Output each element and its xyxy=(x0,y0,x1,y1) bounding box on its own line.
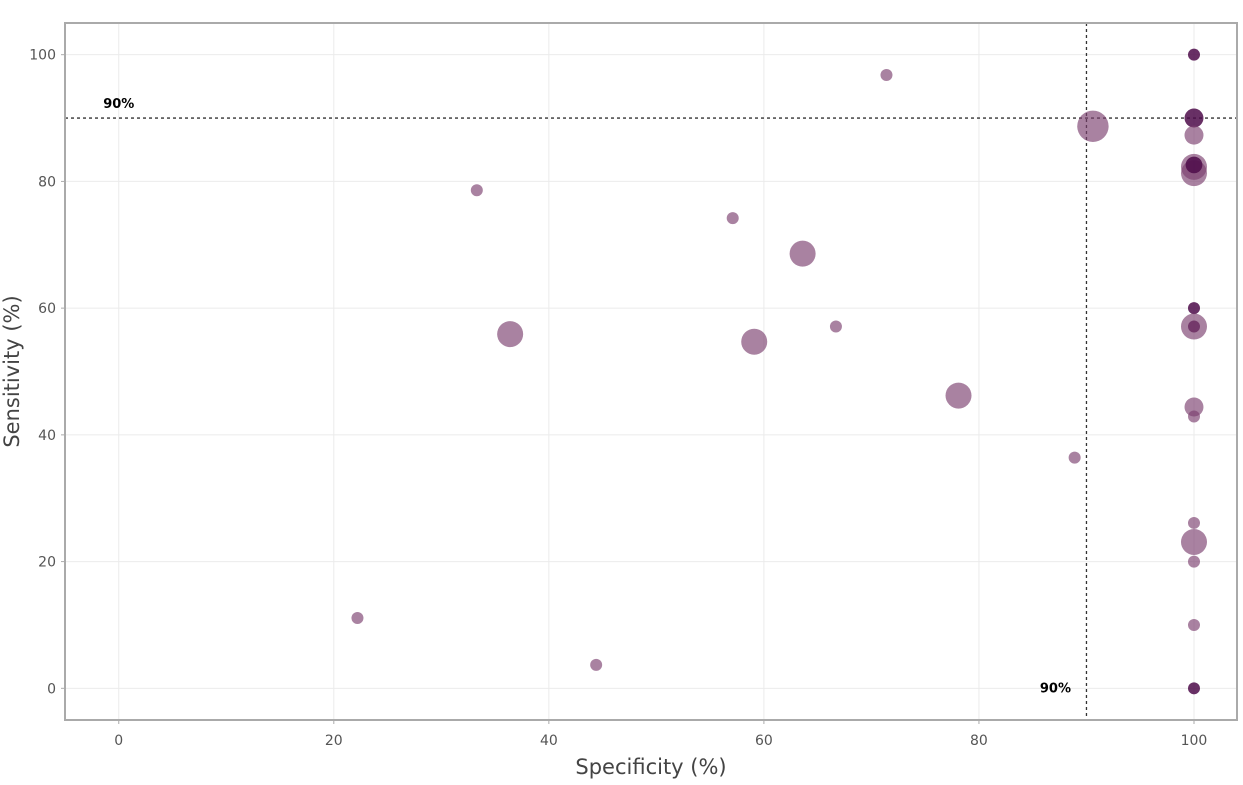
x-tick-label: 60 xyxy=(755,733,773,749)
y-tick-label: 60 xyxy=(38,301,56,317)
data-point xyxy=(497,321,524,348)
y-tick-label: 100 xyxy=(29,48,56,64)
data-point xyxy=(829,320,842,333)
data-point xyxy=(945,382,972,409)
x-tick-label: 40 xyxy=(540,733,558,749)
data-point xyxy=(1187,682,1200,695)
data-point xyxy=(1184,397,1204,417)
data-point xyxy=(1184,125,1204,145)
x-axis-title: Specificity (%) xyxy=(575,755,726,779)
x-tick-label: 100 xyxy=(1181,733,1208,749)
data-point xyxy=(590,658,603,671)
data-point xyxy=(1180,528,1207,555)
x-tick-label: 0 xyxy=(114,733,123,749)
data-point xyxy=(1187,410,1200,423)
data-point xyxy=(1077,110,1109,142)
x-tick-label: 80 xyxy=(970,733,988,749)
grid xyxy=(65,23,1237,720)
y-tick-label: 40 xyxy=(38,428,56,444)
data-point xyxy=(1187,302,1200,315)
data-point xyxy=(351,611,364,624)
data-point xyxy=(789,240,816,267)
data-point xyxy=(741,328,768,355)
data-points xyxy=(351,48,1207,695)
y-axis-title: Sensitivity (%) xyxy=(0,295,24,447)
y-tick-label: 80 xyxy=(38,174,56,190)
reference-lines: 90% 90% xyxy=(65,23,1237,720)
y-tick-label: 20 xyxy=(38,555,56,571)
plot-frame xyxy=(64,22,1238,721)
x-axis-ticks: 0 20 40 60 80 100 xyxy=(114,720,1207,749)
x-tick-label: 20 xyxy=(325,733,343,749)
data-point xyxy=(1184,108,1204,128)
y-axis-ticks: 0 20 40 60 80 100 xyxy=(29,48,65,697)
data-point xyxy=(1187,48,1200,61)
data-point xyxy=(470,184,483,197)
data-point xyxy=(1068,451,1081,464)
data-point xyxy=(1187,618,1200,631)
data-point xyxy=(1185,156,1203,174)
horizontal-reference-label: 90% xyxy=(103,97,134,112)
data-point xyxy=(726,212,739,225)
y-tick-label: 0 xyxy=(47,681,56,697)
data-point xyxy=(880,68,893,81)
data-point xyxy=(1187,555,1200,568)
vertical-reference-label: 90% xyxy=(1040,681,1071,696)
data-point xyxy=(1187,516,1200,529)
data-point xyxy=(1180,313,1207,340)
